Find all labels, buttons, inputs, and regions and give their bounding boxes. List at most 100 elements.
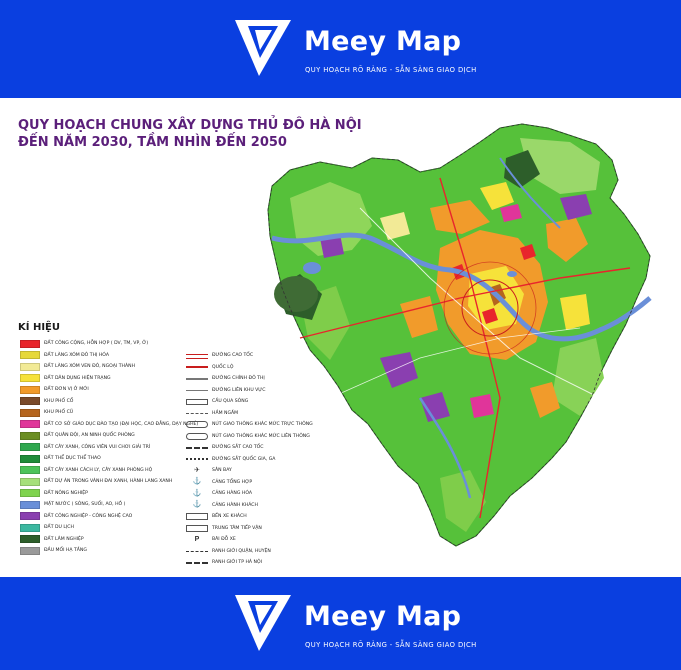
legend-item: ⚓ CẢNG HÀNH KHÁCH bbox=[186, 500, 313, 511]
legend-swatch bbox=[20, 500, 40, 509]
legend-swatch bbox=[20, 397, 40, 405]
legend-item: ĐẤT DÂN DỤNG HIỆN TRẠNG bbox=[20, 373, 198, 384]
legend-item-label: CẢNG HÀNH KHÁCH bbox=[212, 502, 258, 508]
legend-item: ĐẤT THỂ DỤC THỂ THAO bbox=[20, 453, 198, 464]
legend-swatch bbox=[20, 339, 40, 348]
legend-item: ĐẤT LÀNG XÓM ĐÔ THỊ HÓA bbox=[20, 350, 198, 361]
legend-swatch bbox=[20, 546, 40, 555]
legend-item: CẦU QUA SÔNG bbox=[186, 396, 313, 407]
brand-tagline: QUY HOẠCH RÕ RÀNG - SẴN SÀNG GIAO DỊCH bbox=[305, 641, 477, 649]
legend-swatch bbox=[20, 408, 40, 417]
brand-footer: Meey Map QUY HOẠCH RÕ RÀNG - SẴN SÀNG GI… bbox=[0, 577, 681, 670]
tunnel-icon bbox=[186, 412, 208, 414]
legend-item-label: ĐẤT CÂY XANH, CÔNG VIÊN VUI CHƠI GIẢI TR… bbox=[44, 444, 151, 450]
legend-swatch bbox=[20, 523, 40, 532]
legend-swatch bbox=[20, 489, 40, 497]
legend-item: ĐẤT CƠ SỞ GIÁO DỤC ĐÀO TẠO (ĐẠI HỌC, CAO… bbox=[20, 419, 198, 430]
interchange-icon bbox=[186, 432, 208, 440]
brand-lockup: Meey Map QUY HOẠCH RÕ RÀNG - SẴN SÀNG GI… bbox=[232, 591, 482, 661]
legend-item: ĐẤT QUÂN ĐỘI, AN NINH QUỐC PHÒNG bbox=[20, 430, 198, 441]
interchange-icon bbox=[186, 421, 208, 428]
planning-map-image: QUY HOẠCH CHUNG XÂY DỰNG THỦ ĐÔ HÀ NỘI Đ… bbox=[0, 98, 681, 577]
map-title-line-1: QUY HOẠCH CHUNG XÂY DỰNG THỦ ĐÔ HÀ NỘI bbox=[18, 118, 362, 133]
legend-swatch bbox=[20, 431, 40, 440]
legend-item-label: ĐẤT LÀNG XÓM VEN ĐÔ, NGOẠI THÀNH bbox=[44, 364, 136, 369]
legend-item: ĐƯỜNG CHÍNH ĐÔ THỊ bbox=[186, 373, 313, 384]
legend-item-label: KHU PHỐ CŨ bbox=[44, 410, 74, 415]
legend-item-label: CẢNG TỔNG HỢP bbox=[212, 479, 253, 485]
legend-item: ĐẤT CÔNG NGHIỆP - CÔNG NGHỆ CAO bbox=[20, 511, 198, 522]
logistics-icon bbox=[186, 524, 208, 532]
land-use-legend: ĐẤT CÔNG CỘNG, HỖN HỢP ( DV, TM, VP, Ở) … bbox=[20, 338, 198, 557]
legend-item: ⚓ CẢNG HÀNG HÓA bbox=[186, 488, 313, 499]
legend-item: KHU PHỐ CŨ bbox=[20, 407, 198, 418]
dashed-line-icon bbox=[186, 550, 208, 552]
bus-icon bbox=[186, 513, 208, 520]
legend-swatch bbox=[20, 443, 40, 451]
legend-item-label: ĐẤT CÂY XANH CÁCH LY, CÂY XANH PHÒNG HỘ bbox=[44, 467, 153, 473]
legend-item-label: QUỐC LỘ bbox=[212, 364, 234, 370]
legend-item-label: NÚT GIAO THÔNG KHÁC MỨC TRỰC THÔNG bbox=[212, 422, 313, 427]
legend-item-label: BẾN XE KHÁCH bbox=[212, 514, 247, 519]
legend-item-label: CẦU QUA SÔNG bbox=[212, 399, 249, 404]
brand-header: Meey Map QUY HOẠCH RÕ RÀNG - SẴN SÀNG GI… bbox=[0, 0, 681, 98]
legend-item-label: ĐẤT CƠ SỞ GIÁO DỤC ĐÀO TẠO (ĐẠI HỌC, CAO… bbox=[44, 421, 199, 427]
legend-item: RANH GIỚI QUẬN, HUYỆN bbox=[186, 546, 313, 557]
legend-item: ĐẤT DU LỊCH bbox=[20, 522, 198, 533]
legend-item-label: ĐẤT LÂM NGHIỆP bbox=[44, 536, 84, 542]
legend-item: ⚓ CẢNG TỔNG HỢP bbox=[186, 477, 313, 488]
legend-item: ĐƯỜNG CAO TỐC bbox=[186, 350, 313, 361]
legend-item: ĐẤT NÔNG NGHIỆP bbox=[20, 488, 198, 499]
airplane-icon: ✈ bbox=[194, 466, 200, 474]
map-title-line-2: ĐẾN NĂM 2030, TẦM NHÌN ĐẾN 2050 bbox=[18, 135, 287, 150]
legend-item: HẦM NGẦM bbox=[186, 408, 313, 419]
legend-item: ĐẤT LÂM NGHIỆP bbox=[20, 534, 198, 545]
rail-icon bbox=[186, 458, 208, 460]
legend-item-label: ĐƯỜNG LIÊN KHU VỰC bbox=[212, 387, 266, 393]
legend-item: KHU PHỐ CỔ bbox=[20, 396, 198, 407]
legend-item-label: NÚT GIAO THÔNG KHÁC MỨC LIÊN THÔNG bbox=[212, 433, 310, 439]
port-icon: ⚓ bbox=[192, 501, 202, 508]
legend-item-label: ĐẤT LÀNG XÓM ĐÔ THỊ HÓA bbox=[44, 352, 109, 358]
brand-name: Meey Map bbox=[304, 26, 462, 57]
double-red-line-icon bbox=[186, 353, 208, 359]
rail-icon bbox=[186, 446, 208, 449]
legend-item-label: ĐƯỜNG CHÍNH ĐÔ THỊ bbox=[212, 376, 265, 381]
legend-swatch bbox=[20, 351, 40, 359]
legend-item-label: RANH GIỚI QUẬN, HUYỆN bbox=[212, 548, 271, 554]
legend-item: ĐẤT ĐƠN VỊ Ở MỚI bbox=[20, 384, 198, 395]
legend-item: ĐƯỜNG SẮT CAO TỐC bbox=[186, 442, 313, 453]
meey-map-logo-icon bbox=[235, 595, 291, 651]
legend-item-label: ĐẤT DÂN DỤNG HIỆN TRẠNG bbox=[44, 375, 111, 381]
brand-tagline: QUY HOẠCH RÕ RÀNG - SẴN SÀNG GIAO DỊCH bbox=[305, 66, 477, 74]
infrastructure-legend: ĐƯỜNG CAO TỐC QUỐC LỘ ĐƯỜNG CHÍNH ĐÔ THỊ… bbox=[186, 350, 313, 569]
legend-swatch bbox=[20, 374, 40, 382]
legend-item: TRUNG TÂM TIẾP VẬN bbox=[186, 523, 313, 534]
legend-item: P BÃI ĐỖ XE bbox=[186, 534, 313, 545]
legend-item-label: ĐẦU MỐI HẠ TẦNG bbox=[44, 548, 87, 553]
boundary-line-icon bbox=[186, 561, 208, 564]
parking-icon: P bbox=[194, 535, 200, 543]
legend-item: ĐƯỜNG LIÊN KHU VỰC bbox=[186, 385, 313, 396]
legend-item-label: ĐẤT NÔNG NGHIỆP bbox=[44, 490, 88, 496]
thin-line-icon bbox=[186, 389, 208, 391]
legend-swatch bbox=[20, 420, 40, 428]
legend-item-label: BÃI ĐỖ XE bbox=[212, 537, 236, 542]
legend-swatch bbox=[20, 512, 40, 520]
legend-item: ✈ SÂN BAY bbox=[186, 465, 313, 476]
legend-item-label: ĐẤT CÔNG NGHIỆP - CÔNG NGHỆ CAO bbox=[44, 513, 133, 519]
brand-lockup: Meey Map QUY HOẠCH RÕ RÀNG - SẴN SÀNG GI… bbox=[232, 16, 482, 86]
brand-name: Meey Map bbox=[304, 601, 462, 632]
port-icon: ⚓ bbox=[192, 489, 202, 497]
legend-item-label: HẦM NGẦM bbox=[212, 410, 239, 416]
legend-item: MẶT NƯỚC ( SÔNG, SUỐI, AO, HỒ ) bbox=[20, 499, 198, 510]
legend-swatch bbox=[20, 477, 40, 486]
legend-item-label: ĐẤT ĐƠN VỊ Ở MỚI bbox=[44, 387, 89, 392]
legend-item: RANH GIỚI TP HÀ NỘI bbox=[186, 557, 313, 568]
legend-item-label: ĐƯỜNG CAO TỐC bbox=[212, 353, 254, 358]
legend-heading: KÍ HIỆU bbox=[18, 322, 60, 333]
legend-item-label: ĐƯỜNG SẮT QUỐC GIA, GA bbox=[212, 456, 276, 462]
legend-item: ĐẤT CÂY XANH, CÔNG VIÊN VUI CHƠI GIẢI TR… bbox=[20, 442, 198, 453]
legend-item: ĐẤT DỰ ÁN TRONG VÀNH ĐAI XANH, HÀNH LANG… bbox=[20, 476, 198, 487]
